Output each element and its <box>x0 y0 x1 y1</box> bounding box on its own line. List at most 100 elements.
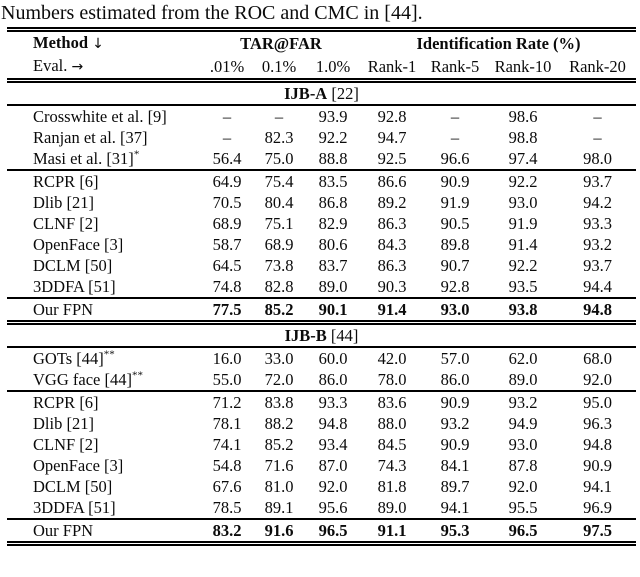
method-name: VGG face [44] <box>33 370 132 389</box>
method-cell: OpenFace [3] <box>7 234 201 255</box>
method-cell: CLNF [2] <box>7 434 201 455</box>
method-name: DCLM [50] <box>33 256 113 275</box>
table-row: GOTs [44]** 16.0 33.0 60.0 42.0 57.0 62.0 68.0 <box>7 347 636 369</box>
method-name: GOTs [44] <box>33 349 104 368</box>
method-label: Method <box>33 33 88 52</box>
value-cell: 83.7 <box>318 256 348 275</box>
value-cell: – <box>274 107 284 126</box>
value-cell: 60.0 <box>318 349 348 368</box>
value-cell: 95.6 <box>318 498 348 517</box>
section-ref: [44] <box>330 326 359 345</box>
value-cell: 90.9 <box>423 169 487 192</box>
results-table: Method ↓ TAR@FAR Identification Rate (%)… <box>7 27 636 546</box>
value-cell: 93.4 <box>318 435 348 454</box>
value-cell: – <box>593 128 602 147</box>
value-cell: 64.9 <box>201 169 253 192</box>
method-cell: Masi et al. [31]* <box>7 148 201 170</box>
value-cell: 94.9 <box>508 414 538 433</box>
value-cell: 55.0 <box>212 370 242 389</box>
value-cell: 93.2 <box>440 414 470 433</box>
method-cell: RCPR [6] <box>7 169 201 192</box>
value-cell: 94.8 <box>559 297 636 323</box>
section-title-cell: IJB-B [44] <box>7 320 636 348</box>
value-cell: 56.4 <box>212 149 242 168</box>
value-cell: 90.3 <box>377 277 407 296</box>
value-cell: 90.9 <box>423 390 487 413</box>
eval-label: Eval. <box>33 56 68 75</box>
method-cell: Dlib [21] <box>7 413 201 434</box>
table-row: CLNF [2] 68.9 75.1 82.9 86.3 90.5 91.9 93.3 <box>7 213 636 234</box>
value-cell: 78.0 <box>377 370 407 389</box>
value-cell: 93.0 <box>508 435 538 454</box>
value-cell: 68.0 <box>583 349 612 368</box>
value-cell: 92.2 <box>508 256 538 275</box>
value-cell: – <box>222 107 232 126</box>
value-cell: 74.3 <box>377 456 407 475</box>
value-cell: 67.6 <box>212 477 242 496</box>
value-cell: 92.8 <box>440 277 470 296</box>
eval-column-header: Eval. → <box>7 55 201 81</box>
value-cell: 86.3 <box>377 214 407 233</box>
method-name: CLNF [2] <box>33 214 99 233</box>
value-cell: – <box>593 107 602 126</box>
value-cell: 83.5 <box>305 169 361 192</box>
value-cell: 83.2 <box>201 518 253 546</box>
method-superscript: * <box>133 148 140 161</box>
value-cell: – <box>222 128 232 147</box>
value-cell: 91.1 <box>361 518 423 546</box>
method-name: 3DDFA [51] <box>33 277 116 296</box>
column-header: Rank-10 <box>494 57 552 76</box>
method-name: 3DDFA [51] <box>33 498 116 517</box>
table-row: 3DDFA [51] 74.8 82.8 89.0 90.3 92.8 93.5 94.4 <box>7 276 636 298</box>
subheader-row: Eval. → .01% 0.1% 1.0% Rank-1 Rank-5 Ran… <box>7 55 636 81</box>
value-cell: 70.5 <box>212 193 242 212</box>
value-cell: 88.8 <box>318 149 348 168</box>
method-name: Dlib [21] <box>33 414 94 433</box>
value-cell: 71.2 <box>201 390 253 413</box>
value-cell: 91.9 <box>440 193 470 212</box>
table-row: RCPR [6] 71.2 83.8 93.3 83.6 90.9 93.2 95.0 <box>7 390 636 413</box>
method-name: OpenFace [3] <box>33 235 124 254</box>
value-cell: 96.3 <box>583 414 612 433</box>
value-cell: 92.0 <box>318 477 348 496</box>
value-cell: 92.5 <box>377 149 407 168</box>
value-cell: 95.5 <box>508 498 538 517</box>
value-cell: 42.0 <box>377 349 407 368</box>
column-header: 1.0% <box>315 57 351 76</box>
value-cell: 91.9 <box>508 214 538 233</box>
value-cell: 96.5 <box>305 518 361 546</box>
value-cell: 80.4 <box>264 193 294 212</box>
table-body: IJB-A [22] Crosswhite et al. [9] – –93.9 92.… <box>7 78 636 546</box>
section-name: IJB-A <box>284 84 328 103</box>
value-cell: 89.0 <box>508 370 538 389</box>
right-arrow-icon: → <box>71 59 84 75</box>
method-name: OpenFace [3] <box>33 456 124 475</box>
value-cell: – <box>450 107 460 126</box>
table-row: DCLM [50] 67.6 81.0 92.0 81.8 89.7 92.0 94.1 <box>7 476 636 497</box>
value-cell: 93.7 <box>583 256 612 275</box>
method-superscript: ** <box>103 348 115 361</box>
value-cell: 90.9 <box>440 435 470 454</box>
value-cell: 94.1 <box>440 498 470 517</box>
value-cell: 93.0 <box>423 297 487 323</box>
table-row: Ranjan et al. [37] – 82.3 92.2 94.7 – 98.8 – <box>7 127 636 148</box>
method-cell: Crosswhite et al. [9] <box>7 105 201 127</box>
value-cell: 89.0 <box>318 277 348 296</box>
value-cell: 92.2 <box>487 169 559 192</box>
value-cell: 91.4 <box>361 297 423 323</box>
table-row: Dlib [21] 70.5 80.4 86.8 89.2 91.9 93.0 94.2 <box>7 192 636 213</box>
table-row: Masi et al. [31]* 56.4 75.0 88.8 92.5 96.6 97.… <box>7 148 636 170</box>
value-cell: 94.7 <box>377 128 407 147</box>
value-cell: 78.5 <box>212 498 242 517</box>
method-cell: 3DDFA [51] <box>7 497 201 519</box>
value-cell: 94.4 <box>583 277 612 296</box>
method-cell: CLNF [2] <box>7 213 201 234</box>
value-cell: 82.3 <box>264 128 294 147</box>
section-title-row: IJB-B [44] <box>7 320 636 348</box>
value-cell: 89.0 <box>377 498 407 517</box>
value-cell: 86.3 <box>377 256 407 275</box>
value-cell: 33.0 <box>264 349 294 368</box>
table-row: OpenFace [3] 58.7 68.9 80.6 84.3 89.8 91.4 93.2 <box>7 234 636 255</box>
value-cell: 75.0 <box>264 149 294 168</box>
method-name: Ranjan et al. [37] <box>33 128 148 147</box>
